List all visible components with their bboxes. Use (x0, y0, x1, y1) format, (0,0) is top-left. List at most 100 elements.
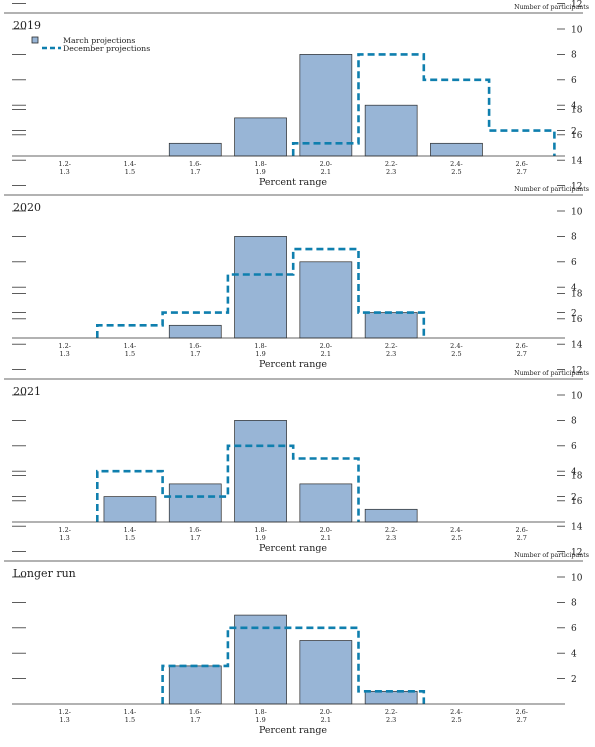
y-tick-label: 6 (571, 258, 577, 268)
x-tick-label-bottom: 1.3 (59, 350, 69, 358)
x-tick-label-top: 2.0- (320, 526, 333, 534)
panel-title: 2019 (13, 19, 41, 32)
march-bar-5 (299, 261, 353, 339)
x-tick-label-top: 1.2- (58, 342, 71, 350)
march-bar-7 (430, 142, 483, 157)
march-bar-6 (364, 690, 418, 705)
x-axis-title: Percent range (259, 725, 327, 736)
y-tick-label: 6 (571, 76, 577, 86)
chart-panel-1: Number of participants 2019 2 4 6 8 10 12 14 16 18… (4, 0, 589, 188)
panel-title: 2020 (13, 201, 41, 214)
y-tick-label: 18 (571, 106, 583, 116)
x-tick-label-bottom: 2.5 (451, 168, 461, 176)
x-axis-title: Percent range (259, 359, 327, 370)
x-tick-label-bottom: 1.7 (190, 168, 200, 176)
march-bar-4 (234, 117, 287, 157)
x-tick-label-bottom: 1.9 (255, 716, 265, 724)
x-tick-label-top: 1.2- (58, 526, 71, 534)
y-tick-label: 6 (571, 624, 577, 634)
x-tick-label-bottom: 2.7 (517, 350, 527, 358)
x-tick-label-bottom: 2.5 (451, 716, 461, 724)
y-tick-label: 10 (571, 25, 583, 35)
y-tick-label: 16 (571, 497, 583, 507)
y-tick-label: 4 (571, 468, 577, 478)
march-bar-6 (364, 508, 418, 523)
y-tick-label: 12 (571, 366, 582, 376)
december-outline (96, 247, 426, 338)
y-tick-label: 12 (571, 548, 582, 558)
x-tick-label-bottom: 2.3 (386, 534, 396, 542)
x-tick-label-bottom: 2.3 (386, 168, 396, 176)
chart-panel-3: Number of participants 2021 2 4 6 8 10 12 14 16 18… (4, 290, 589, 554)
legend-label-march: March projections (63, 36, 135, 45)
panel-title: 2021 (13, 385, 41, 398)
x-tick-label-top: 1.6- (189, 526, 202, 534)
x-tick-label-top: 2.4- (450, 708, 463, 716)
y-tick-label: 8 (571, 51, 577, 61)
legend-swatch-march (31, 36, 39, 44)
x-tick-label-top: 2.4- (450, 526, 463, 534)
x-tick-label-top: 2.4- (450, 160, 463, 168)
march-bar-5 (299, 640, 353, 705)
y-tick-label: 14 (571, 523, 583, 533)
x-tick-label-bottom: 2.7 (517, 716, 527, 724)
x-tick-label-bottom: 1.5 (125, 716, 135, 724)
y-tick-label: 8 (571, 417, 577, 427)
x-tick-label-top: 1.6- (189, 708, 202, 716)
march-bar-5 (299, 483, 353, 523)
x-tick-label-bottom: 1.7 (190, 716, 200, 724)
x-tick-label-top: 1.4- (124, 708, 137, 716)
y-tick-label: 16 (571, 131, 583, 141)
chart-panel-4: Number of participants Longer run 2 4 6 8 10 12… (4, 472, 589, 736)
y-tick-label: 6 (571, 442, 577, 452)
y-tick-label: 10 (571, 573, 583, 583)
chart-panel-2: Number of participants 2020 2 4 6 8 10 12 14 16 18… (4, 106, 589, 370)
x-tick-label-bottom: 2.3 (386, 350, 396, 358)
x-tick-label-top: 2.2- (385, 708, 398, 716)
x-tick-label-top: 1.8- (254, 708, 267, 716)
y-tick-label: 4 (571, 102, 577, 112)
x-tick-label-bottom: 2.7 (517, 534, 527, 542)
x-axis-title: Percent range (259, 177, 327, 188)
x-tick-label-top: 1.6- (189, 160, 202, 168)
x-tick-label-bottom: 1.3 (59, 168, 69, 176)
march-bar-4 (234, 420, 287, 523)
y-axis-label: Number of participants (514, 4, 589, 11)
x-tick-label-top: 2.6- (515, 526, 528, 534)
x-tick-label-bottom: 2.5 (451, 534, 461, 542)
y-tick-label: 2 (571, 127, 577, 137)
x-tick-label-bottom: 2.1 (321, 350, 331, 358)
december-outline (291, 53, 556, 156)
y-tick-label: 12 (571, 0, 582, 10)
y-tick-label: 18 (571, 290, 583, 300)
march-bar-3 (168, 665, 222, 705)
x-tick-label-top: 2.4- (450, 342, 463, 350)
y-tick-label: 14 (571, 157, 583, 167)
x-tick-label-top: 2.6- (515, 160, 528, 168)
x-tick-label-bottom: 1.5 (125, 168, 135, 176)
x-tick-label-top: 2.0- (320, 342, 333, 350)
x-tick-label-top: 1.4- (124, 342, 137, 350)
march-bar-3 (168, 142, 222, 157)
x-tick-label-bottom: 1.3 (59, 534, 69, 542)
december-outline (161, 626, 426, 704)
x-tick-label-bottom: 1.5 (125, 534, 135, 542)
x-tick-label-top: 1.4- (124, 160, 137, 168)
y-tick-label: 10 (571, 207, 583, 217)
x-tick-label-top: 2.2- (385, 160, 398, 168)
y-tick-label: 2 (571, 493, 577, 503)
legend-label-december: December projections (63, 44, 150, 53)
x-tick-label-bottom: 2.1 (321, 716, 331, 724)
march-bar-3 (168, 324, 222, 339)
x-tick-label-top: 1.2- (58, 708, 71, 716)
march-bar-3 (168, 483, 222, 523)
x-tick-label-bottom: 1.9 (255, 534, 265, 542)
x-tick-label-top: 1.8- (254, 342, 267, 350)
x-tick-label-bottom: 1.7 (190, 534, 200, 542)
march-bar-4 (234, 236, 287, 339)
x-tick-label-top: 1.2- (58, 160, 71, 168)
x-tick-label-top: 1.4- (124, 526, 137, 534)
